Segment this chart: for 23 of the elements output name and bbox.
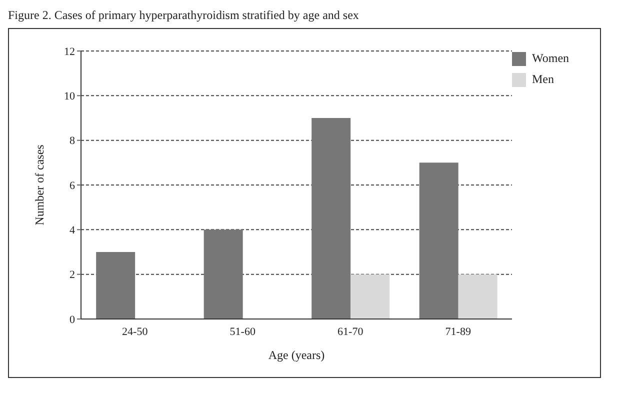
bar (419, 162, 458, 319)
y-tick-label: 2 (70, 269, 75, 282)
x-tick-label: 24-50 (122, 326, 148, 338)
bar (312, 118, 351, 319)
bar (350, 274, 390, 319)
x-axis-title: Age (years) (268, 348, 325, 362)
legend-label: Women (532, 51, 570, 66)
bar (96, 252, 136, 319)
y-tick-label: 4 (70, 224, 76, 237)
y-tick-label: 0 (70, 314, 76, 326)
y-tick-label: 12 (64, 46, 75, 58)
legend-label: Men (532, 72, 554, 87)
y-tick-label: 10 (64, 90, 76, 103)
y-tick-label: 6 (70, 180, 76, 192)
y-tick-label: 8 (70, 135, 76, 148)
frame-border: Women Men 24-50 51-60 61-70 71-89 Age (years) 0 2 4 6 8 10 12 Number of cases (8, 28, 601, 378)
x-tick-label: 61-70 (338, 326, 364, 338)
y-axis-title: Number of cases (32, 144, 46, 226)
chart-title: Figure 2. Cases of primary hyperparathyroidism stratified by age and sex (8, 8, 360, 23)
bar (458, 274, 498, 319)
bar (204, 230, 243, 319)
x-tick-label: 71-89 (445, 326, 472, 338)
x-tick-label: 51-60 (230, 326, 256, 338)
